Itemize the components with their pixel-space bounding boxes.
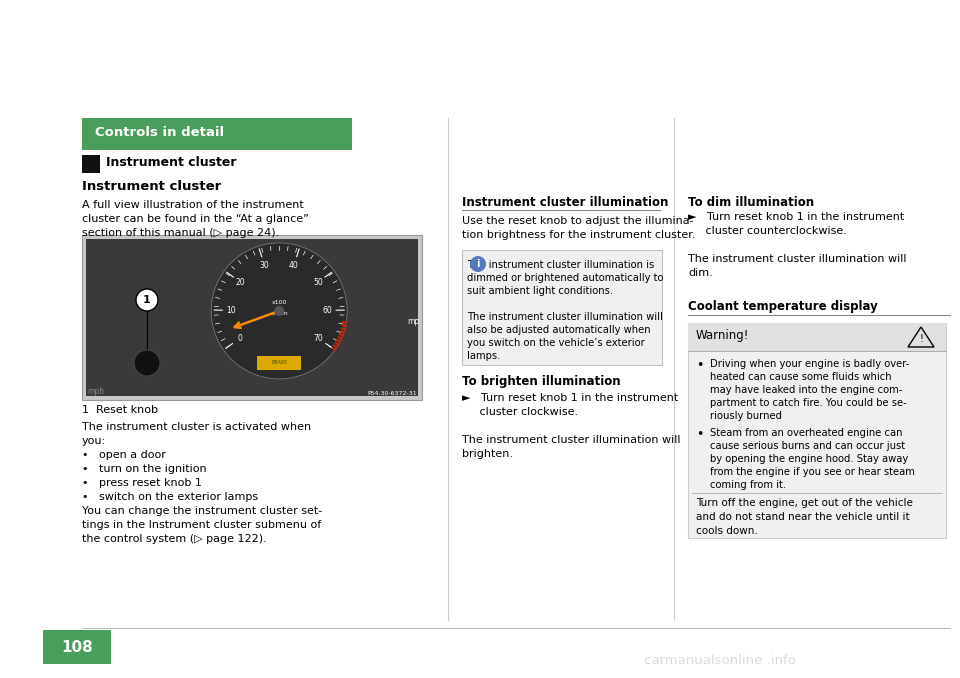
Circle shape (134, 350, 160, 376)
Text: 60: 60 (323, 306, 332, 315)
Text: •   press reset knob 1: • press reset knob 1 (82, 478, 202, 488)
Bar (82, 235, 422, 400)
Text: A full view illustration of the instrument: A full view illustration of the instrume… (82, 200, 303, 210)
Bar (462, 250, 662, 365)
Text: also be adjusted automatically when: also be adjusted automatically when (467, 325, 651, 335)
Text: riously burned: riously burned (710, 411, 782, 421)
Text: carmanualsonline .info: carmanualsonline .info (644, 654, 796, 666)
Text: Turn off the engine, get out of the vehicle: Turn off the engine, get out of the vehi… (696, 498, 913, 508)
Text: cause serious burns and can occur just: cause serious burns and can occur just (710, 441, 905, 451)
Text: •   open a door: • open a door (82, 450, 166, 460)
Text: and do not stand near the vehicle until it: and do not stand near the vehicle until … (696, 512, 910, 522)
Bar (82, 155, 100, 173)
Text: suit ambient light conditions.: suit ambient light conditions. (467, 286, 613, 296)
Text: Driving when your engine is badly over-: Driving when your engine is badly over- (710, 359, 909, 369)
Text: cluster can be found in the “At a glance”: cluster can be found in the “At a glance… (82, 214, 309, 224)
Text: may have leaked into the engine com-: may have leaked into the engine com- (710, 385, 902, 395)
Text: partment to catch fire. You could be se-: partment to catch fire. You could be se- (710, 398, 907, 408)
Text: 70: 70 (314, 334, 324, 343)
Text: you:: you: (82, 436, 107, 446)
Text: mph: mph (87, 387, 104, 396)
Text: •   switch on the exterior lamps: • switch on the exterior lamps (82, 492, 258, 502)
Text: you switch on the vehicle’s exterior: you switch on the vehicle’s exterior (467, 338, 645, 348)
Text: You can change the instrument cluster set-: You can change the instrument cluster se… (82, 506, 323, 516)
Text: dim.: dim. (688, 268, 712, 278)
Bar (257, 356, 301, 370)
Text: r/min: r/min (271, 311, 287, 315)
Text: The instrument cluster illumination is: The instrument cluster illumination is (467, 260, 655, 270)
Bar (688, 323, 946, 538)
Bar (43, 630, 111, 664)
Text: i: i (476, 259, 480, 269)
Text: To brighten illumination: To brighten illumination (462, 375, 620, 388)
Text: tion brightness for the instrument cluster.: tion brightness for the instrument clust… (462, 230, 695, 240)
Text: 10: 10 (227, 306, 236, 315)
Text: Instrument cluster: Instrument cluster (106, 156, 236, 169)
Circle shape (211, 243, 348, 379)
Text: 50: 50 (313, 278, 323, 287)
Text: The instrument cluster illumination will: The instrument cluster illumination will (467, 312, 662, 322)
Text: the control system (▷ page 122).: the control system (▷ page 122). (82, 534, 267, 544)
Text: Steam from an overheated engine can: Steam from an overheated engine can (710, 428, 902, 438)
Text: section of this manual (▷ page 24).: section of this manual (▷ page 24). (82, 228, 279, 238)
Text: 0: 0 (237, 334, 242, 343)
Text: lamps.: lamps. (467, 351, 500, 361)
Text: !: ! (919, 334, 923, 344)
Text: ►   Turn reset knob 1 in the instrument: ► Turn reset knob 1 in the instrument (462, 393, 679, 403)
Text: dimmed or brightened automatically to: dimmed or brightened automatically to (467, 273, 663, 283)
Text: 40: 40 (289, 261, 299, 270)
Text: The instrument cluster illumination will: The instrument cluster illumination will (462, 435, 681, 445)
Text: •   turn on the ignition: • turn on the ignition (82, 464, 206, 474)
Text: heated can cause some fluids which: heated can cause some fluids which (710, 372, 892, 382)
Text: 108: 108 (61, 639, 93, 654)
Text: The instrument cluster is activated when: The instrument cluster is activated when (82, 422, 311, 432)
Text: •: • (696, 428, 704, 441)
Text: by opening the engine hood. Stay away: by opening the engine hood. Stay away (710, 454, 908, 464)
Text: from the engine if you see or hear steam: from the engine if you see or hear steam (710, 467, 915, 477)
Text: Coolant temperature display: Coolant temperature display (688, 300, 877, 313)
Text: To dim illumination: To dim illumination (688, 196, 814, 209)
Text: Instrument cluster: Instrument cluster (82, 180, 221, 193)
Text: P54.30-6372-31: P54.30-6372-31 (368, 391, 417, 396)
Circle shape (275, 306, 284, 316)
Text: 1: 1 (143, 295, 151, 305)
Text: Controls in detail: Controls in detail (95, 126, 224, 139)
Text: •: • (696, 359, 704, 372)
Text: cluster clockwise.: cluster clockwise. (462, 407, 578, 417)
Text: brighten.: brighten. (462, 449, 513, 459)
Text: x100: x100 (272, 300, 287, 305)
Bar (688, 323, 946, 351)
Text: ►   Turn reset knob 1 in the instrument: ► Turn reset knob 1 in the instrument (688, 212, 904, 222)
Text: Warning!: Warning! (696, 329, 750, 342)
Bar (82, 118, 352, 150)
Text: 20: 20 (236, 278, 246, 287)
Text: The instrument cluster illumination will: The instrument cluster illumination will (688, 254, 906, 264)
Text: 1  Reset knob: 1 Reset knob (82, 405, 158, 415)
Text: tings in the Instrument cluster submenu of: tings in the Instrument cluster submenu … (82, 520, 322, 530)
Text: 30: 30 (259, 261, 270, 270)
Text: BRAKE: BRAKE (271, 361, 287, 365)
Circle shape (470, 256, 486, 272)
Text: Instrument cluster illumination: Instrument cluster illumination (462, 196, 668, 209)
Text: mp: mp (407, 317, 419, 326)
Text: Use the reset knob to adjust the illumina-: Use the reset knob to adjust the illumin… (462, 216, 694, 226)
Text: cools down.: cools down. (696, 526, 757, 536)
Text: cluster counterclockwise.: cluster counterclockwise. (688, 226, 847, 236)
Text: coming from it.: coming from it. (710, 480, 786, 490)
Circle shape (136, 289, 158, 311)
Bar (86, 239, 418, 396)
